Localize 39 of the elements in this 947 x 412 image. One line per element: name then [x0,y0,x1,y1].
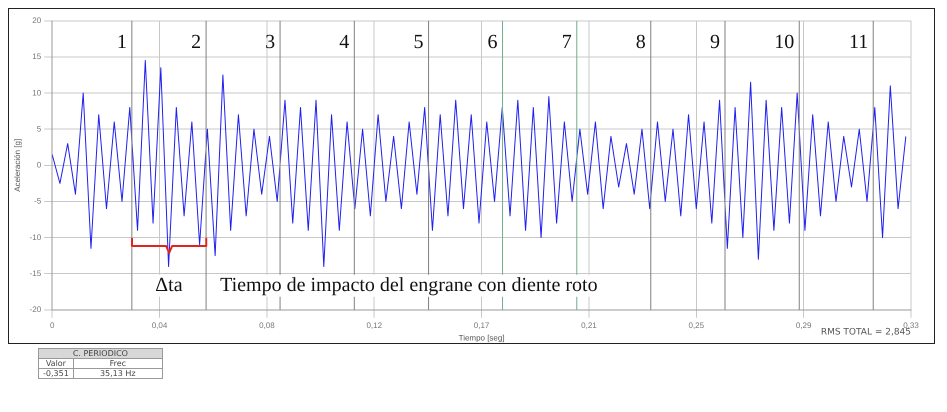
text: C. PERIODICO [38,348,162,358]
y-tick-label: 5 [36,124,42,134]
annotation: 4 [339,31,350,54]
x-tick-label: 0,21 [581,320,598,330]
text: 35,13 Hz [73,368,162,378]
annotation: Δta [155,274,183,296]
annotation: 3 [265,31,276,54]
y-tick-label: 15 [32,52,42,62]
text: Frec [73,358,162,368]
annotation: 6 [488,31,498,54]
y-tick-label: 0 [36,160,42,170]
x-tick-label: 0,33 [903,320,920,330]
text: -0,351 [38,368,74,378]
y-axis-title: Aceleración [g] [13,138,22,192]
x-tick-label: 0,25 [688,320,705,330]
annotation: 5 [414,31,424,54]
annotation: 1 [116,31,127,54]
x-tick-label: 0,12 [366,320,383,330]
text: RMS TOTAL = 2,845 [820,328,911,338]
x-tick-label: 0,17 [474,320,490,330]
x-tick-label: 0,08 [259,320,276,330]
annotation: 7 [562,31,572,54]
y-tick-label: -15 [30,268,42,278]
x-tick-label: 0,04 [152,320,168,330]
annotation: 10 [774,31,794,54]
text: Valor [38,358,74,368]
annotation: 9 [710,31,720,54]
x-axis-title: Tiempo [seg] [458,333,505,342]
y-tick-label: -10 [30,232,42,242]
y-tick-label: 10 [32,88,42,98]
annotation: Tiempo de impacto del engrane con diente roto [220,274,598,296]
y-tick-label: 20 [32,16,42,26]
x-tick-label: 0,29 [796,320,812,330]
annotation: 11 [848,31,868,54]
annotation: 2 [191,31,202,54]
y-tick-label: -5 [34,196,42,206]
y-tick-label: -20 [30,305,42,314]
annotation: 8 [636,31,646,54]
x-tick-label: 0 [50,320,55,330]
